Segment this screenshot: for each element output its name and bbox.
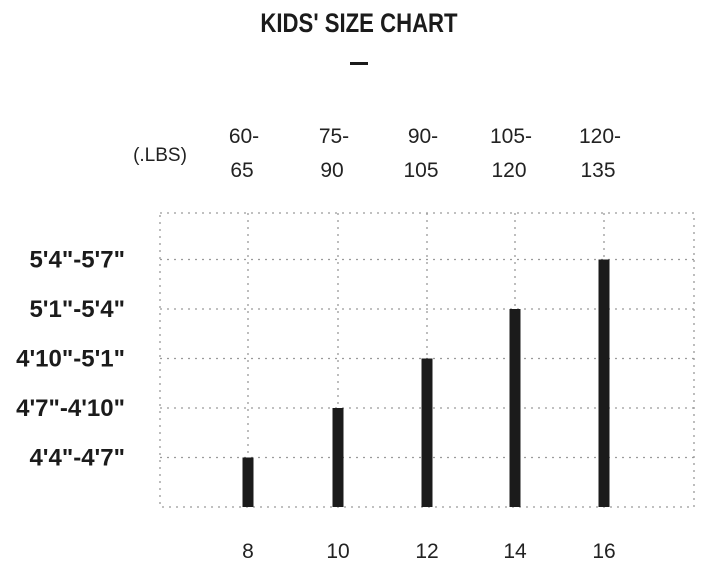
title-underline bbox=[350, 62, 368, 65]
weight-range-label: 75- bbox=[319, 125, 349, 148]
x-tick-label: 14 bbox=[503, 540, 527, 563]
bar-size-12 bbox=[421, 358, 433, 507]
x-tick-label: 8 bbox=[242, 540, 254, 563]
y-tick-label: 4'4"-4'7" bbox=[29, 445, 125, 472]
y-tick-label: 4'10"-5'1" bbox=[16, 346, 125, 373]
y-tick-label: 5'1"-5'4" bbox=[29, 296, 125, 323]
weight-range-label: 120 bbox=[491, 159, 526, 182]
weight-range-label: 90 bbox=[320, 159, 343, 182]
bar-size-14 bbox=[509, 309, 521, 507]
bar-size-16 bbox=[598, 259, 610, 507]
y-tick-label: 5'4"-5'7" bbox=[29, 247, 125, 274]
chart-title: KIDS' SIZE CHART bbox=[260, 8, 458, 38]
weight-range-label: 105- bbox=[490, 125, 532, 148]
weight-range-label: 65 bbox=[230, 159, 253, 182]
weight-range-label: 105 bbox=[403, 159, 438, 182]
weight-unit-label: (.LBS) bbox=[133, 145, 187, 166]
bar-size-8 bbox=[242, 457, 254, 507]
bar-size-10 bbox=[332, 408, 344, 507]
x-tick-label: 12 bbox=[415, 540, 438, 563]
y-tick-label: 4'7"-4'10" bbox=[16, 395, 125, 422]
x-tick-label: 10 bbox=[326, 540, 349, 563]
weight-range-label: 90- bbox=[408, 125, 438, 148]
weight-range-label: 120- bbox=[579, 125, 621, 148]
x-tick-label: 16 bbox=[592, 540, 615, 563]
weight-range-label: 135 bbox=[580, 159, 615, 182]
weight-range-label: 60- bbox=[229, 125, 259, 148]
